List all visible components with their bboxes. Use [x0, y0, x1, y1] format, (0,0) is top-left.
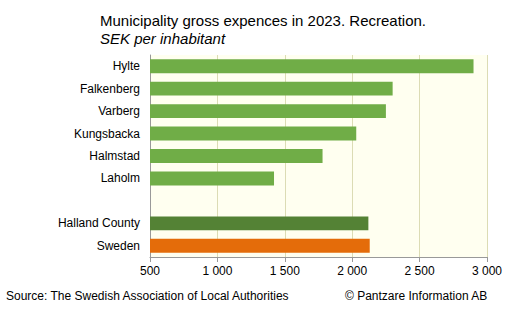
svg-text:Laholm: Laholm — [101, 171, 140, 185]
svg-text:Falkenberg: Falkenberg — [80, 82, 140, 96]
svg-text:1 000: 1 000 — [202, 264, 232, 278]
svg-text:1 500: 1 500 — [270, 264, 300, 278]
svg-text:Varberg: Varberg — [98, 104, 140, 118]
svg-text:Municipality gross expences in: Municipality gross expences in 2023. Rec… — [100, 12, 426, 29]
svg-text:SEK per inhabitant: SEK per inhabitant — [100, 30, 226, 47]
svg-text:Halland County: Halland County — [58, 216, 140, 230]
svg-text:Sweden: Sweden — [97, 239, 140, 253]
svg-text:Kungsbacka: Kungsbacka — [74, 127, 140, 141]
svg-text:Source: The Swedish Associatio: Source: The Swedish Association of Local… — [6, 289, 289, 303]
svg-text:Hylte: Hylte — [113, 59, 141, 73]
svg-text:500: 500 — [140, 264, 160, 278]
svg-text:Halmstad: Halmstad — [89, 149, 140, 163]
svg-text:3 000: 3 000 — [472, 264, 502, 278]
svg-text:2 500: 2 500 — [405, 264, 435, 278]
svg-text:2 000: 2 000 — [337, 264, 367, 278]
svg-text:© Pantzare Information AB: © Pantzare Information AB — [345, 289, 487, 303]
